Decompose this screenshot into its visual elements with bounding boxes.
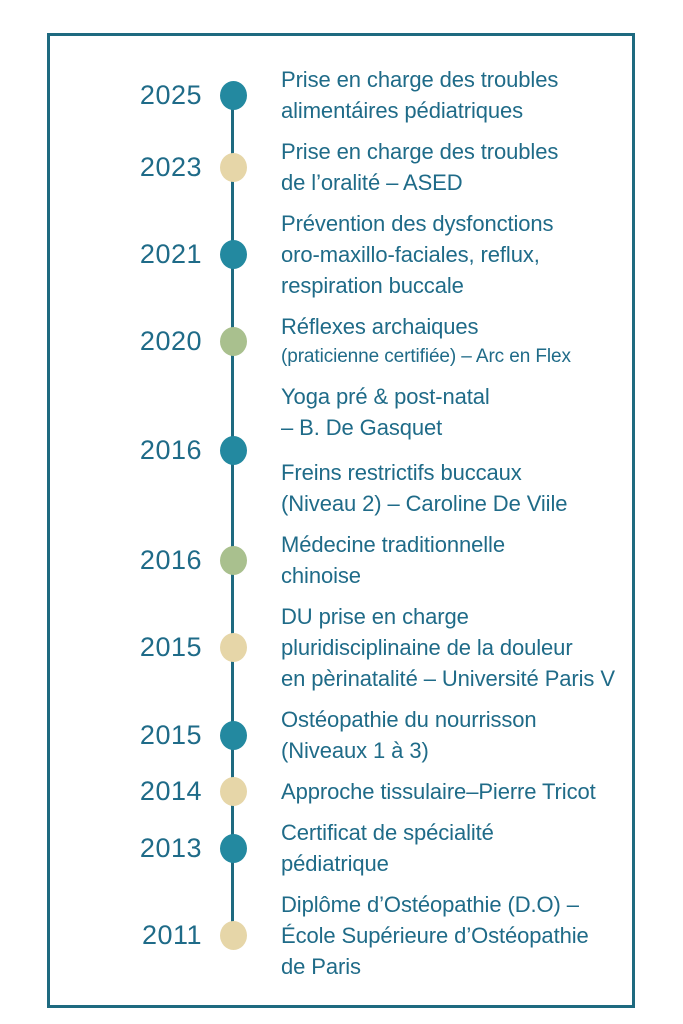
timeline-text-line: Médecine traditionnelle: [281, 532, 505, 557]
timeline-dot-column: [202, 152, 264, 182]
timeline-text-line: respiration buccale: [281, 273, 464, 298]
timeline-text-block: Prise en charge des troubles alimentáires…: [281, 64, 632, 126]
timeline-dot-green: [219, 326, 247, 356]
timeline-year-label: 2011: [141, 920, 202, 950]
timeline-text-line: Yoga pré & post-natal: [281, 384, 490, 409]
timeline-dot-column: [202, 545, 264, 575]
timeline-text-line: – B. De Gasquet: [281, 415, 443, 440]
timeline-dot-beige: [219, 777, 247, 806]
timeline-text-block: Yoga pré & post-natal – B. De Gasquet: [281, 381, 632, 443]
timeline-year-label: 2015: [139, 632, 202, 662]
timeline-dot-column: [202, 633, 264, 662]
timeline-entry-text: Médecine traditionnelle chinoise: [264, 529, 632, 591]
timeline-dot-teal: [219, 833, 247, 863]
timeline-border-box: 2025 Prise en charge des troubles alimentá…: [47, 33, 635, 1008]
timeline-entry: 2025 Prise en charge des troubles alimentá…: [50, 64, 632, 126]
timeline-text-line: de Paris: [281, 954, 361, 979]
timeline-text-line: de l’oralité – ASED: [281, 170, 463, 195]
timeline-year-label: 2016: [139, 434, 202, 465]
timeline-entry: 2016 Médecine traditionnelle chinoise: [50, 529, 632, 591]
timeline-year-label: 2021: [139, 239, 202, 269]
timeline-year-label: 2013: [139, 832, 202, 863]
timeline-dot-column: [202, 435, 264, 465]
timeline-entry-text: Yoga pré & post-natal – B. De Gasquet Frei…: [264, 381, 632, 519]
timeline-text-line: chinoise: [281, 563, 361, 588]
timeline-dot-column: [202, 921, 264, 950]
timeline-dot-teal: [219, 435, 247, 465]
timeline-text-line: (praticienne certifiée) – Arc en Flex: [281, 346, 571, 367]
timeline-entry-text: DU prise en charge pluridisciplinaine de …: [264, 601, 632, 694]
timeline-dot-teal: [219, 240, 247, 269]
timeline-text-line: pluridisciplinaine de la douleur: [281, 635, 573, 660]
timeline-text-line: DU prise en charge: [281, 604, 469, 629]
timeline-text-line: en pèrinatalité – Université Paris V: [281, 666, 615, 691]
timeline-entry-text: Prévention des dysfonctions oro-maxillo-f…: [264, 208, 632, 301]
timeline-entry: 2015 DU prise en charge pluridisciplinaine…: [50, 601, 632, 694]
timeline-entry: 2020 Réflexes archaiques (praticienne cert…: [50, 311, 632, 371]
timeline-dot-column: [202, 326, 264, 356]
timeline-text-line: Ostéopathie du nourrisson: [281, 707, 537, 732]
timeline-text-line: Approche tissulaire–Pierre Tricot: [281, 779, 596, 804]
timeline-text-line: Freins restrictifs buccaux: [281, 460, 522, 485]
timeline-text-line: Prise en charge des troubles: [281, 67, 559, 92]
timeline-text-line: Certificat de spécialité: [281, 820, 494, 845]
timeline-text-line: Prévention des dysfonctions: [281, 211, 554, 236]
timeline-text-block: Médecine traditionnelle chinoise: [281, 529, 632, 591]
timeline-text-line: Prise en charge des troubles: [281, 139, 559, 164]
timeline-dot-beige: [219, 921, 247, 950]
timeline-text-block: Prise en charge des troubles de l’oralité…: [281, 136, 632, 198]
timeline-entries: 2025 Prise en charge des troubles alimentá…: [50, 64, 632, 982]
timeline-text-block: Freins restrictifs buccaux (Niveau 2) – C…: [281, 457, 632, 519]
timeline-dot-teal: [219, 720, 247, 750]
timeline-text-line: pédiatrique: [281, 851, 389, 876]
timeline-entry-text: Diplôme d’Ostéopathie (D.O) – École Supér…: [264, 889, 632, 982]
timeline-text-block: Approche tissulaire–Pierre Tricot: [281, 776, 632, 807]
timeline-dot-column: [202, 777, 264, 806]
timeline-entry-text: Prise en charge des troubles de l’oralité…: [264, 136, 632, 198]
timeline-entry-text: Certificat de spécialité pédiatrique: [264, 817, 632, 879]
timeline-text-line: Réflexes archaiques: [281, 314, 479, 339]
timeline-entry: 2011 Diplôme d’Ostéopathie (D.O) – École S…: [50, 889, 632, 982]
timeline-entry: 2016 Yoga pré & post-natal – B. De Gasquet…: [50, 381, 632, 519]
timeline-entry: 2014 Approche tissulaire–Pierre Tricot: [50, 776, 632, 807]
timeline-text-block: Réflexes archaiques (praticienne certifié…: [281, 311, 632, 371]
timeline-text-line: (Niveaux 1 à 3): [281, 738, 429, 763]
timeline-dot-column: [202, 240, 264, 269]
timeline-entry-text: Prise en charge des troubles alimentáires…: [264, 64, 632, 126]
timeline-entry-text: Approche tissulaire–Pierre Tricot: [264, 776, 632, 807]
timeline-entry: 2013 Certificat de spécialité pédiatrique: [50, 817, 632, 879]
timeline-dot-column: [202, 80, 264, 110]
timeline-year-label: 2020: [139, 325, 202, 356]
timeline-text-line: oro-maxillo-faciales, reflux,: [281, 242, 540, 267]
timeline-entry: 2015 Ostéopathie du nourrisson (Niveaux 1 …: [50, 704, 632, 766]
timeline-text-block: Prévention des dysfonctions oro-maxillo-f…: [281, 208, 632, 301]
timeline-year-label: 2023: [139, 151, 202, 182]
timeline-entry: 2023 Prise en charge des troubles de l’ora…: [50, 136, 632, 198]
timeline-text-line: (Niveau 2) – Caroline De Viile: [281, 491, 568, 516]
timeline-axis-line: [231, 95, 234, 936]
timeline-dot-beige: [219, 152, 247, 182]
timeline-text-line: alimentáires pédiatriques: [281, 98, 524, 123]
timeline-entry-text: Réflexes archaiques (praticienne certifié…: [264, 311, 632, 371]
timeline-text-line: École Supérieure d’Ostéopathie: [281, 923, 589, 948]
timeline-text-block: Diplôme d’Ostéopathie (D.O) – École Supér…: [281, 889, 632, 982]
timeline-dot-column: [202, 720, 264, 750]
timeline-year-label: 2015: [139, 719, 202, 750]
timeline-dot-teal: [219, 80, 247, 110]
timeline-text-block: Certificat de spécialité pédiatrique: [281, 817, 632, 879]
timeline-dot-beige: [219, 633, 247, 662]
timeline-dot-column: [202, 833, 264, 863]
timeline-text-block: DU prise en charge pluridisciplinaine de …: [281, 601, 632, 694]
timeline-text-block: Ostéopathie du nourrisson (Niveaux 1 à 3): [281, 704, 632, 766]
timeline-text-line: Diplôme d’Ostéopathie (D.O) –: [281, 892, 579, 917]
timeline-entry-text: Ostéopathie du nourrisson (Niveaux 1 à 3): [264, 704, 632, 766]
timeline-year-label: 2014: [139, 776, 202, 806]
timeline-entry: 2021 Prévention des dysfonctions oro-maxil…: [50, 208, 632, 301]
timeline-year-label: 2025: [139, 79, 202, 110]
timeline-year-label: 2016: [139, 544, 202, 575]
timeline-dot-green: [219, 545, 247, 575]
